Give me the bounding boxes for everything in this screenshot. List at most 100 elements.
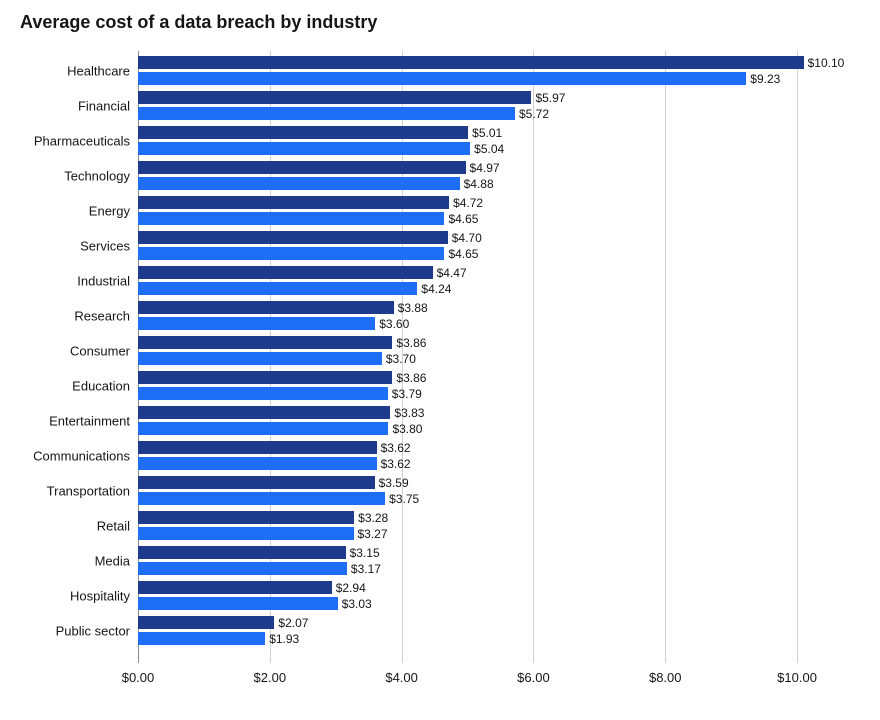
bar: $3.86 [138,336,392,349]
value-label: $1.93 [265,632,299,646]
value-label: $10.10 [804,56,845,70]
bar: $4.47 [138,266,433,279]
value-label: $3.83 [390,406,424,420]
value-label: $4.72 [449,196,483,210]
value-label: $3.62 [377,441,411,455]
chart-title: Average cost of a data breach by industr… [20,12,860,33]
plot-inner: $0.00$2.00$4.00$6.00$8.00$10.00Healthcar… [138,51,830,663]
bar: $3.03 [138,597,338,610]
category-row: Healthcare$10.10$9.23 [138,56,830,85]
plot-area: $0.00 $2.00 $4.00 $6.00 $8.00 $10.00 Healthcar… [20,51,860,691]
bar: $3.86 [138,371,392,384]
bar: $5.01 [138,126,468,139]
bar: $9.23 [138,72,746,85]
x-tick-label: $8.00 [649,670,682,685]
category-row: Industrial$4.47$4.24 [138,266,830,295]
bar: $3.28 [138,511,354,524]
category-row: Entertainment$3.83$3.80 [138,406,830,435]
bar: $4.65 [138,247,444,260]
bar: $3.17 [138,562,347,575]
x-tick-label: $2.00 [254,670,287,685]
category-row: Energy$4.72$4.65 [138,196,830,225]
category-row: Services$4.70$4.65 [138,231,830,260]
bar: $4.70 [138,231,448,244]
value-label: $3.88 [394,301,428,315]
bar: $10.10 [138,56,804,69]
value-label: $4.88 [460,177,494,191]
value-label: $3.79 [388,387,422,401]
value-label: $4.65 [444,247,478,261]
bar: $4.97 [138,161,466,174]
bar: $5.72 [138,107,515,120]
value-label: $4.97 [466,161,500,175]
bar: $3.60 [138,317,375,330]
category-row: Education$3.86$3.79 [138,371,830,400]
category-label: Healthcare [67,63,138,78]
bar: $3.88 [138,301,394,314]
bar: $2.94 [138,581,332,594]
value-label: $5.72 [515,107,549,121]
value-label: $5.01 [468,126,502,140]
category-label: Consumer [70,343,138,358]
category-label: Education [72,378,138,393]
category-label: Entertainment [49,413,138,428]
value-label: $3.15 [346,546,380,560]
value-label: $2.94 [332,581,366,595]
value-label: $5.97 [531,91,565,105]
value-label: $3.27 [354,527,388,541]
category-label: Industrial [77,273,138,288]
bar: $3.80 [138,422,388,435]
category-row: Media$3.15$3.17 [138,546,830,575]
category-label: Technology [64,168,138,183]
value-label: $3.28 [354,511,388,525]
category-row: Research$3.88$3.60 [138,301,830,330]
value-label: $3.60 [375,317,409,331]
category-label: Retail [97,518,138,533]
bar: $5.97 [138,91,531,104]
category-label: Communications [33,448,138,463]
bar: $3.27 [138,527,354,540]
bar: $3.79 [138,387,388,400]
bar: $4.24 [138,282,417,295]
x-tick-label: $6.00 [517,670,550,685]
bar: $3.15 [138,546,346,559]
category-label: Energy [89,203,138,218]
category-label: Services [80,238,138,253]
bar: $4.65 [138,212,444,225]
bar: $3.59 [138,476,375,489]
category-row: Public sector$2.07$1.93 [138,616,830,645]
value-label: $3.59 [375,476,409,490]
value-label: $3.86 [392,336,426,350]
bar: $3.62 [138,441,377,454]
category-row: Hospitality$2.94$3.03 [138,581,830,610]
category-label: Transportation [47,483,138,498]
bar: $2.07 [138,616,274,629]
category-label: Public sector [56,623,138,638]
category-row: Communications$3.62$3.62 [138,441,830,470]
value-label: $4.24 [417,282,451,296]
value-label: $3.62 [377,457,411,471]
bar: $3.83 [138,406,390,419]
value-label: $4.65 [444,212,478,226]
value-label: $4.70 [448,231,482,245]
value-label: $3.70 [382,352,416,366]
bar: $4.88 [138,177,460,190]
value-label: $4.47 [433,266,467,280]
category-label: Pharmaceuticals [34,133,138,148]
value-label: $3.86 [392,371,426,385]
x-tick-label: $10.00 [777,670,817,685]
category-label: Research [74,308,138,323]
chart-container: Average cost of a data breach by industr… [0,0,880,720]
category-row: Retail$3.28$3.27 [138,511,830,540]
category-row: Financial$5.97$5.72 [138,91,830,120]
category-row: Consumer$3.86$3.70 [138,336,830,365]
x-tick-label: $0.00 [122,670,155,685]
bar: $3.75 [138,492,385,505]
value-label: $2.07 [274,616,308,630]
value-label: $9.23 [746,72,780,86]
value-label: $5.04 [470,142,504,156]
bar: $3.62 [138,457,377,470]
x-tick-label: $4.00 [385,670,418,685]
value-label: $3.03 [338,597,372,611]
bar: $1.93 [138,632,265,645]
